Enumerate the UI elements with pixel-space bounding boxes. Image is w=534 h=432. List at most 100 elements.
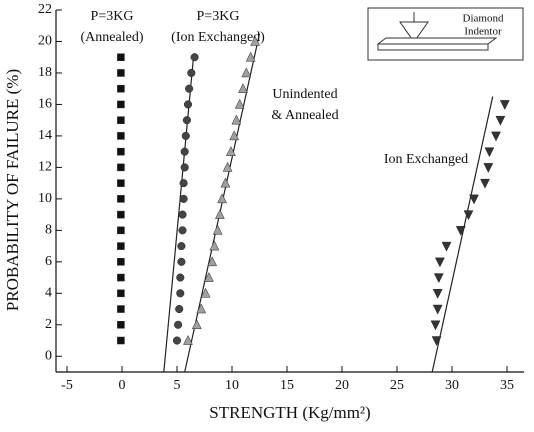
data-point — [432, 289, 443, 299]
data-point — [117, 289, 125, 298]
data-point — [241, 67, 252, 78]
data-point — [177, 242, 186, 251]
data-point — [225, 146, 236, 156]
series-label: (Annealed) — [81, 30, 144, 45]
data-point — [222, 161, 233, 172]
y-tick-label: 8 — [45, 223, 52, 238]
data-point — [117, 305, 125, 313]
series-label: (Ion Exchanged) — [171, 30, 265, 45]
y-tick-label: 14 — [38, 128, 52, 143]
data-point — [117, 163, 125, 172]
data-point — [117, 69, 125, 77]
data-point — [180, 163, 189, 172]
y-tick-label: 20 — [38, 34, 52, 49]
data-point — [117, 84, 125, 93]
x-tick-label: 0 — [119, 378, 126, 393]
x-tick-label: 20 — [335, 378, 349, 393]
data-point — [190, 53, 199, 62]
data-point — [117, 273, 125, 282]
y-tick-label: 10 — [38, 191, 52, 206]
data-point — [245, 51, 256, 62]
data-point — [231, 114, 242, 125]
data-point — [185, 84, 194, 93]
data-point — [234, 98, 245, 109]
y-axis-label: PROBABILITY OF FAILURE (%) — [3, 69, 22, 311]
data-point — [469, 194, 479, 205]
data-point — [187, 68, 196, 78]
data-point — [183, 100, 193, 109]
data-point — [176, 289, 185, 298]
data-point — [117, 336, 125, 345]
x-tick-label: 35 — [500, 378, 514, 393]
y-tick-label: 6 — [45, 254, 52, 269]
data-point — [434, 257, 445, 268]
data-point — [117, 132, 125, 140]
y-tick-label: 18 — [38, 65, 52, 80]
data-point — [499, 100, 510, 110]
data-point — [196, 303, 207, 314]
data-point — [200, 287, 211, 298]
x-tick-label: 30 — [445, 378, 459, 393]
data-point — [217, 193, 228, 204]
data-point — [117, 100, 125, 109]
data-point — [179, 194, 188, 203]
data-point — [182, 116, 191, 125]
x-tick-label: 15 — [280, 378, 294, 393]
x-tick-label: 10 — [225, 378, 239, 393]
y-tick-label: 2 — [45, 317, 52, 332]
data-point — [455, 226, 466, 236]
data-point — [433, 273, 444, 284]
inset-box — [367, 7, 524, 61]
data-point — [209, 240, 220, 251]
data-point — [430, 320, 441, 331]
y-tick-label: 16 — [38, 97, 52, 112]
data-point — [214, 209, 225, 219]
data-point — [117, 195, 125, 203]
data-point — [117, 242, 125, 250]
data-point — [441, 241, 452, 252]
data-point — [463, 210, 474, 221]
data-point — [117, 258, 125, 266]
data-point — [180, 147, 189, 156]
series-label: Ion Exchanged — [384, 152, 468, 167]
data-point — [117, 53, 125, 61]
series-label: Unindented — [272, 87, 337, 102]
data-point — [431, 336, 442, 347]
data-point — [220, 177, 231, 188]
data-point — [480, 178, 490, 189]
data-point — [117, 179, 125, 187]
data-point — [117, 147, 125, 156]
series-label: P=3KG — [197, 9, 240, 24]
x-tick-label: -5 — [61, 378, 73, 393]
data-point — [174, 320, 183, 329]
slab-side — [377, 43, 489, 51]
x-tick-label: 25 — [390, 378, 404, 393]
inset-label: Indentor — [464, 26, 502, 38]
data-point — [183, 334, 193, 345]
data-point — [117, 321, 125, 329]
data-point — [117, 226, 125, 235]
data-point — [179, 179, 188, 188]
data-point — [483, 163, 494, 173]
data-point — [178, 210, 187, 219]
data-point — [175, 304, 184, 314]
data-point — [181, 131, 190, 140]
y-tick-label: 4 — [45, 286, 52, 301]
data-point — [172, 336, 182, 345]
inset — [367, 7, 524, 61]
y-tick-label: 22 — [38, 2, 52, 17]
data-point — [212, 224, 223, 235]
data-point — [178, 226, 187, 235]
data-point — [117, 210, 125, 219]
data-point — [250, 35, 261, 46]
data-point — [432, 304, 443, 315]
inset-label: Diamond — [463, 13, 504, 25]
slab-top — [376, 37, 498, 45]
data-point — [117, 116, 125, 124]
fit-line — [431, 96, 494, 373]
data-point — [191, 319, 202, 330]
x-tick-label: 5 — [174, 378, 181, 393]
data-point — [238, 83, 248, 93]
x-axis-label: STRENGTH (Kg/mm²) — [209, 403, 370, 422]
